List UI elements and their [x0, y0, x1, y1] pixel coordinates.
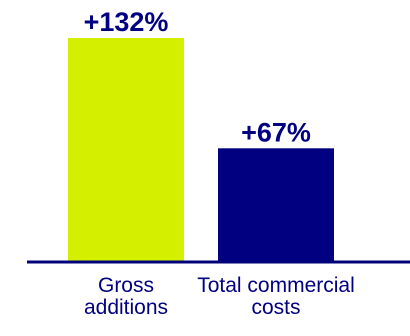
category-label-line: Total commercial: [197, 274, 355, 297]
category-label-line: additions: [84, 296, 168, 319]
value-labels-layer: +132% +67%: [84, 7, 311, 147]
category-label-2: Total commercial costs: [197, 274, 355, 319]
category-label-1: Gross additions: [84, 274, 168, 319]
category-label-line: Gross: [98, 274, 154, 297]
category-label-line: costs: [251, 296, 300, 319]
bar-value-label-2: +67%: [241, 117, 311, 147]
bar-1: [68, 38, 184, 262]
bar-value-label-1: +132%: [84, 7, 169, 37]
category-labels-layer: Gross additions Total commercial costs: [84, 274, 355, 319]
bar-2: [218, 148, 334, 262]
bars-layer: [68, 38, 334, 262]
